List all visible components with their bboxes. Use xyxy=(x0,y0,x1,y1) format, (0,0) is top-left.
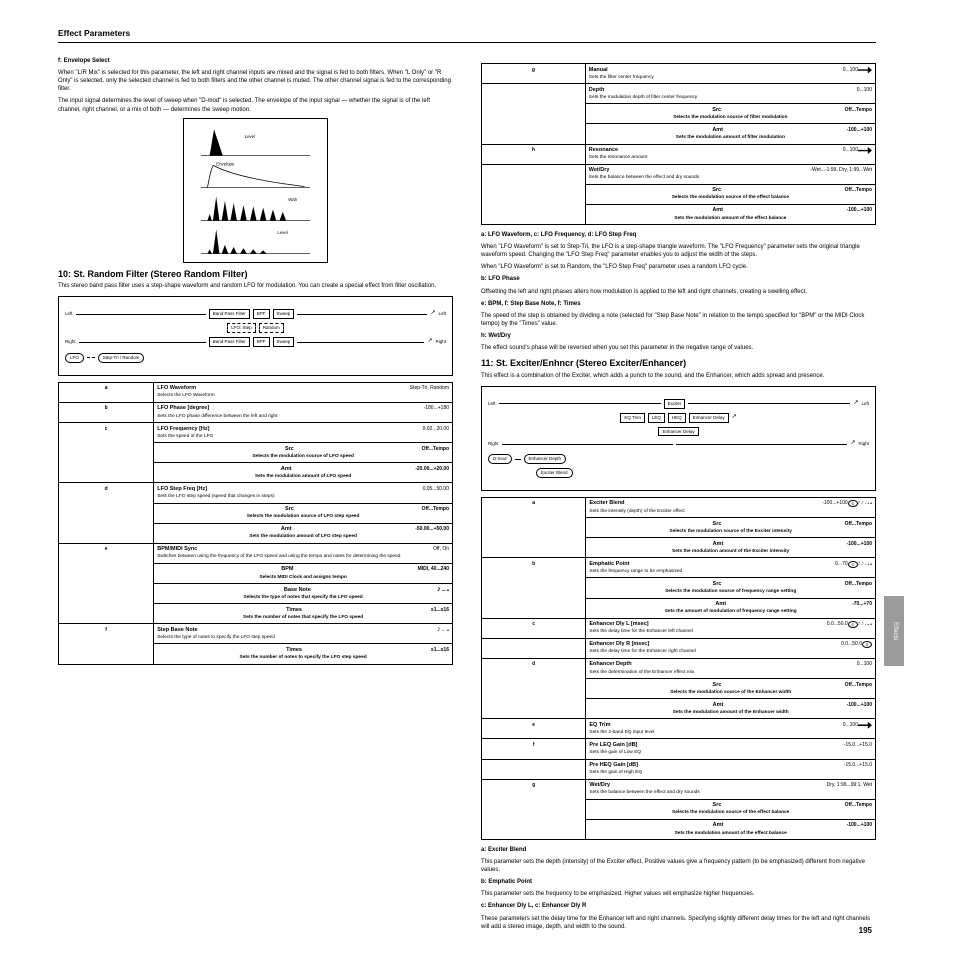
dmod-icon xyxy=(858,147,872,154)
dmod-icon xyxy=(858,722,872,729)
dmod-icon xyxy=(858,67,872,74)
table-row: gWet/DryDry, 1:99...99:1, WetSets the ba… xyxy=(482,779,876,799)
page-number: 195 xyxy=(859,926,872,936)
svg-text:Wah: Wah xyxy=(288,197,297,202)
side-tab: Effects xyxy=(884,596,904,666)
table-row: dEnhancer Depth0...100Sets the determina… xyxy=(482,658,876,678)
intro-para-2: The input signal determines the level of… xyxy=(58,97,453,113)
src-icon: S xyxy=(848,621,858,628)
intro-para-1: When "L/R Mix" is selected for this para… xyxy=(58,69,453,93)
note-lfo-phase: b: LFO Phase xyxy=(481,275,876,283)
table-row: eEQ Trim0...100Sets the 2-band EQ input … xyxy=(482,719,876,739)
table-row: bEmphatic Point𝅘𝅥𝅯 𝅘𝅥𝅮 𝅘𝅥 𝅗𝅥 𝅝S0...70Set… xyxy=(482,558,876,578)
fx11-title: 11: St. Exciter/Enhncr (Stereo Exciter/E… xyxy=(481,358,876,370)
fx10-param-table-cont: gManual0...100Sets the filter center fre… xyxy=(481,63,876,225)
table-row: eBPM/MIDI SyncOff, OnSwitches between us… xyxy=(59,543,453,563)
src-icon: S xyxy=(848,561,858,568)
fx11-param-table: aExciter Blend𝅘𝅥𝅯 𝅘𝅥𝅮 𝅘𝅥 𝅗𝅥 𝅝S-100...+10… xyxy=(481,497,876,840)
fx10-block-diagram: LeftBand Pass FilterBPFSweep↗Left LFO: S… xyxy=(58,296,453,375)
note-lfo-waveform: a: LFO Waveform, c: LFO Frequency, d: LF… xyxy=(481,231,876,239)
table-row: Pre HEQ Gain [dB]-15.0...+15.0Sets the g… xyxy=(482,759,876,779)
src-icon: S xyxy=(862,641,872,648)
table-row: Wet/Dry-Wet...-1:99, Dry, 1:99...WetSets… xyxy=(482,164,876,184)
param-label-envelope: f: Envelope Select xyxy=(58,57,453,65)
table-row: Enhancer Dly R [msec]S0.0...50.0Sets the… xyxy=(482,638,876,658)
svg-text:Level: Level xyxy=(277,230,287,235)
table-row: fPre LEQ Gain [dB]-15.0...+15.0Sets the … xyxy=(482,739,876,759)
note-exciter-blend: a: Exciter Blend xyxy=(481,846,876,854)
note-bpm: e: BPM, f: Step Base Note, f: Times xyxy=(481,300,876,308)
src-icon: S xyxy=(848,500,858,507)
table-row: bLFO Phase [degree]-180...+180Sets the L… xyxy=(59,402,453,422)
note-wetdry: h: Wet/Dry xyxy=(481,332,876,340)
note-emphatic: b: Emphatic Point xyxy=(481,878,876,886)
svg-text:Envelope: Envelope xyxy=(216,162,235,167)
fx10-param-table: aLFO WaveformStep-Tri, RandomSelects the… xyxy=(58,382,453,665)
fx11-block-diagram: LeftExciter↗Left EQ TrimLEQHEQEnhancer D… xyxy=(481,386,876,491)
table-row: fStep Base Note𝅘𝅥𝅯 ... 𝅝Selects the type… xyxy=(59,624,453,644)
table-row: dLFO Step Freq [Hz]0.05...50.00Sets the … xyxy=(59,483,453,503)
table-row: cLFO Frequency [Hz]0.02...20.00Sets the … xyxy=(59,423,453,443)
fx10-title: 10: St. Random Filter (Stereo Random Fil… xyxy=(58,269,453,281)
table-row: Depth0...100Sets the modulation depth of… xyxy=(482,84,876,104)
svg-text:Level: Level xyxy=(245,134,255,139)
table-row: hResonance0...100Sets the resonance amou… xyxy=(482,144,876,164)
note-enhancer-dly: c: Enhancer Dly L, c: Enhancer Dly R xyxy=(481,902,876,910)
envelope-diagram: Level Envelope Wah Level xyxy=(183,118,328,263)
table-row: cEnhancer Dly L [msec]𝅘𝅥𝅯 𝅘𝅥𝅮 𝅘𝅥 𝅗𝅥 𝅝S0.… xyxy=(482,618,876,638)
fx10-desc: This stereo band pass filter uses a step… xyxy=(58,282,453,290)
fx11-desc: This effect is a combination of the Exci… xyxy=(481,372,876,380)
page-header: Effect Parameters xyxy=(58,28,876,43)
table-row: aExciter Blend𝅘𝅥𝅯 𝅘𝅥𝅮 𝅘𝅥 𝅗𝅥 𝅝S-100...+10… xyxy=(482,497,876,517)
table-row: aLFO WaveformStep-Tri, RandomSelects the… xyxy=(59,382,453,402)
table-row: gManual0...100Sets the filter center fre… xyxy=(482,64,876,84)
